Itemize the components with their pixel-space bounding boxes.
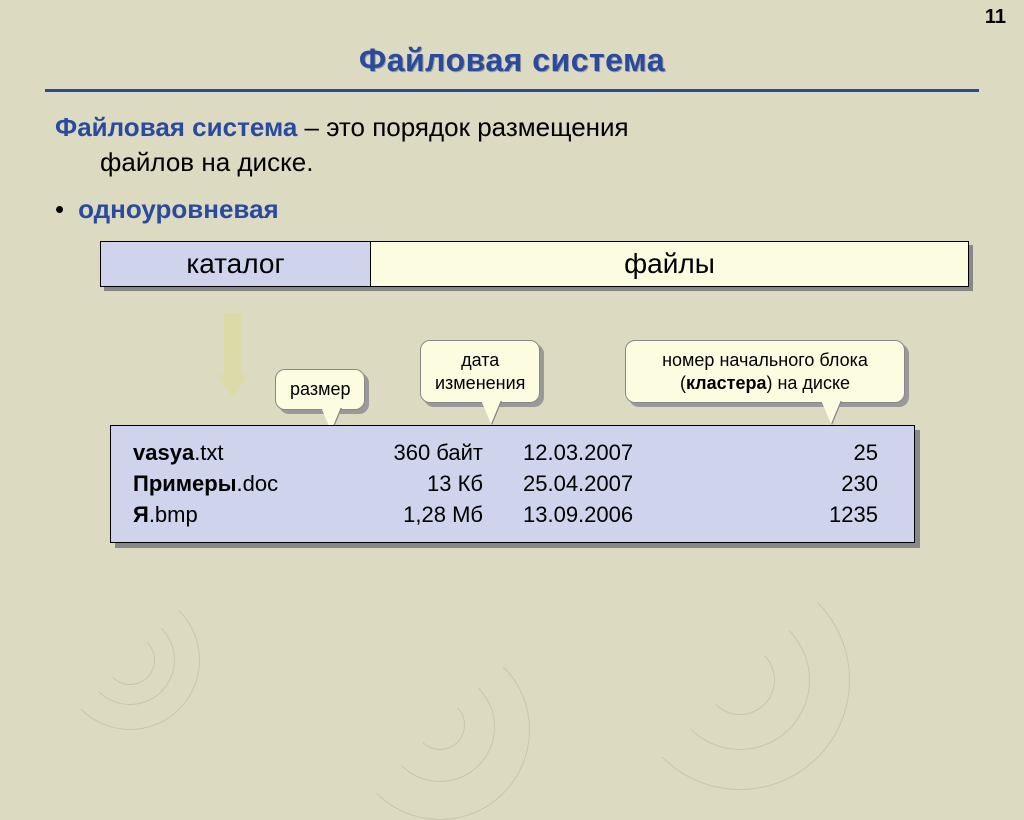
definition-text: Файловая система – это порядок размещени… [55,110,969,180]
header-catalog: каталог [101,242,371,286]
callout-cluster: номер начального блока (кластера) на дис… [625,340,905,403]
file-date: 13.09.2006 [523,500,738,531]
callout-cluster-l2: (кластера) на диске [640,372,890,395]
file-date: 12.03.2007 [523,438,738,469]
definition-term: Файловая система [55,112,297,142]
callout-date-l2: изменения [435,372,525,395]
callout-date-l1: дата [435,349,525,372]
callout-cluster-l1: номер начального блока [640,349,890,372]
paren-close: ) на диске [766,373,850,393]
slide-title: Файловая система [0,0,1024,79]
file-cluster: 230 [738,469,878,500]
file-name: Примеры.doc [133,469,373,500]
file-cluster: 1235 [738,500,878,531]
file-size: 13 Кб [373,469,523,500]
file-name: vasya.txt [133,438,373,469]
cluster-word: кластера [686,373,767,393]
page-number: 11 [985,6,1006,29]
callout-tail-icon [821,400,841,424]
file-size: 1,28 Мб [373,500,523,531]
arrow-down-icon [218,313,248,398]
callout-date: дата изменения [420,340,540,403]
callout-size: размер [275,369,365,410]
bullet-single-level: одноуровневая [55,194,969,225]
callout-size-label: размер [290,379,350,399]
definition-rest-1: – это порядок размещения [297,112,628,142]
file-cluster: 25 [738,438,878,469]
definition-rest-2: файлов на диске. [55,145,969,180]
header-row: каталог файлы [100,241,969,287]
table-row: Примеры.doc 13 Кб 25.04.2007 230 [133,469,892,500]
callout-tail-icon [481,400,501,424]
table-row: Я.bmp 1,28 Мб 13.09.2006 1235 [133,500,892,531]
ripple-decoration [105,635,155,685]
table-row: vasya.txt 360 байт 12.03.2007 25 [133,438,892,469]
file-date: 25.04.2007 [523,469,738,500]
content-area: Файловая система – это порядок размещени… [0,92,1024,225]
file-table: vasya.txt 360 байт 12.03.2007 25 Примеры… [110,425,915,543]
file-size: 360 байт [373,438,523,469]
file-name: Я.bmp [133,500,373,531]
ripple-decoration [415,700,465,750]
header-files: файлы [371,242,968,286]
ripple-decoration [705,645,775,715]
